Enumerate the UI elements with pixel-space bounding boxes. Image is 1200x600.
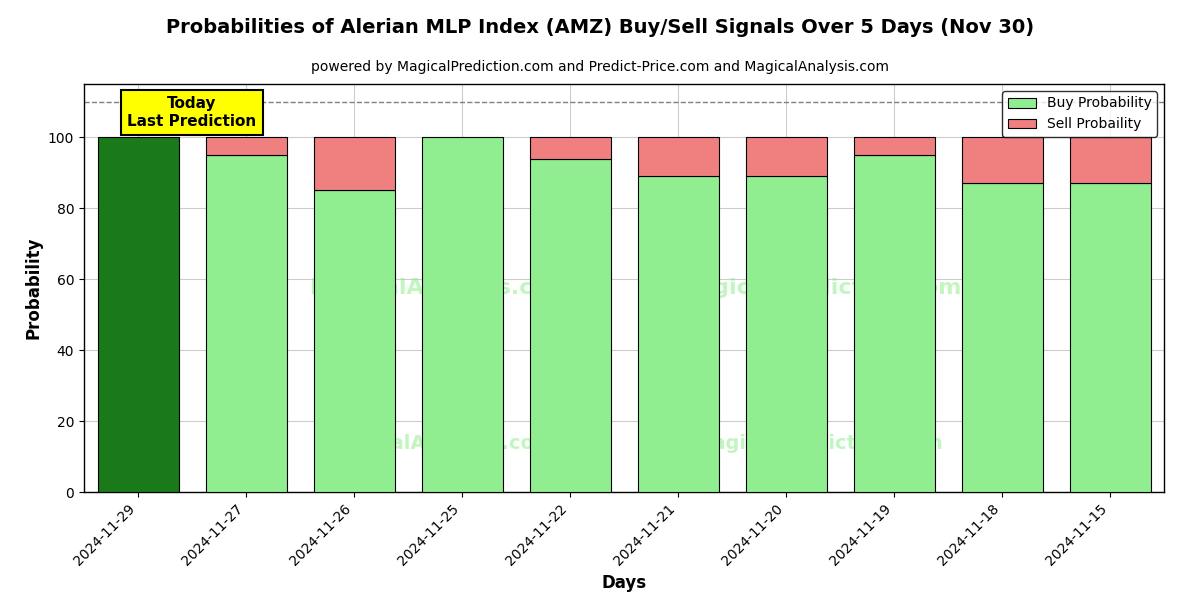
Bar	[529, 137, 611, 158]
Text: Today
Last Prediction: Today Last Prediction	[127, 96, 257, 128]
Bar	[313, 190, 395, 492]
Bar	[637, 137, 719, 176]
Bar	[205, 155, 287, 492]
Bar	[313, 137, 395, 190]
Text: Probabilities of Alerian MLP Index (AMZ) Buy/Sell Signals Over 5 Days (Nov 30): Probabilities of Alerian MLP Index (AMZ)…	[166, 18, 1034, 37]
Y-axis label: Probability: Probability	[24, 237, 42, 339]
Text: MagicalAnalysis.com: MagicalAnalysis.com	[326, 434, 554, 452]
X-axis label: Days: Days	[601, 574, 647, 592]
Bar	[745, 137, 827, 176]
Text: MagicalPrediction.com: MagicalPrediction.com	[694, 434, 943, 452]
Bar	[1069, 137, 1151, 184]
Bar	[97, 137, 179, 492]
Bar	[529, 158, 611, 492]
Bar	[961, 184, 1043, 492]
Bar	[205, 137, 287, 155]
Bar	[853, 155, 935, 492]
Text: MagicalAnalysis.com: MagicalAnalysis.com	[310, 278, 571, 298]
Text: powered by MagicalPrediction.com and Predict-Price.com and MagicalAnalysis.com: powered by MagicalPrediction.com and Pre…	[311, 60, 889, 74]
Bar	[421, 137, 503, 492]
Bar	[637, 176, 719, 492]
Text: MagicalPrediction.com: MagicalPrediction.com	[676, 278, 961, 298]
Bar	[1069, 184, 1151, 492]
Legend: Buy Probability, Sell Probaility: Buy Probability, Sell Probaility	[1002, 91, 1157, 137]
Bar	[853, 137, 935, 155]
Bar	[745, 176, 827, 492]
Bar	[961, 137, 1043, 184]
